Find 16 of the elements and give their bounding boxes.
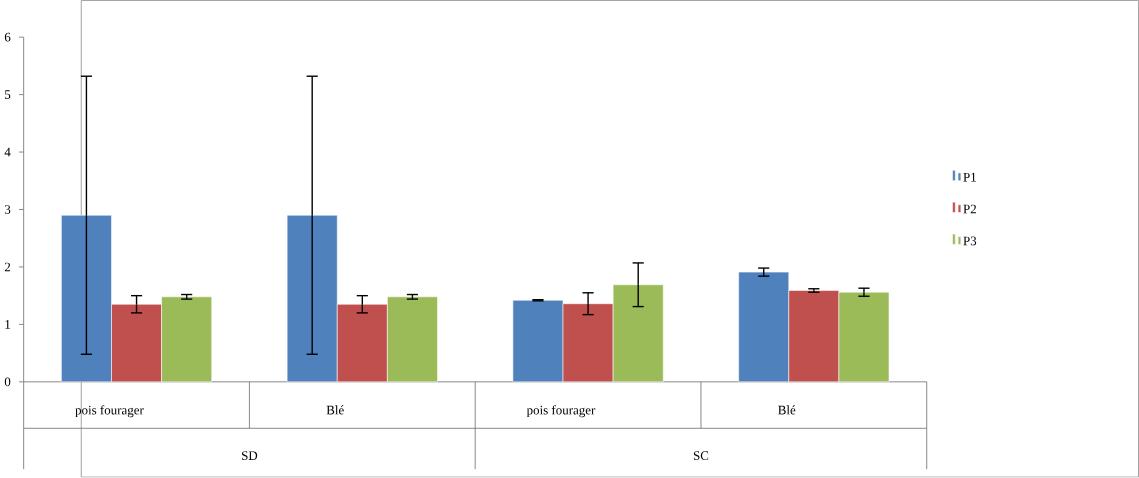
x-tick-label: Blé xyxy=(778,405,796,415)
y-tick-label: 0 xyxy=(4,377,11,387)
x-tick-label: pois fourager xyxy=(75,405,144,418)
x-tick-label: pois fourager xyxy=(526,405,596,418)
y-tick-label: 3 xyxy=(4,205,11,215)
text: SD xyxy=(242,451,258,461)
x-tick-label: Blé xyxy=(326,405,344,415)
y-tick-label: 4 xyxy=(4,148,11,157)
legend-label: P3 xyxy=(963,236,977,246)
y-tick-label: 6 xyxy=(4,33,11,42)
text: SC xyxy=(693,451,709,461)
y-tick-label: 2 xyxy=(4,262,11,272)
legend-label: P1 xyxy=(963,173,976,182)
y-tick-label: 1 xyxy=(5,320,11,329)
y-tick-label: 5 xyxy=(5,90,11,100)
legend-label: P2 xyxy=(963,204,976,214)
